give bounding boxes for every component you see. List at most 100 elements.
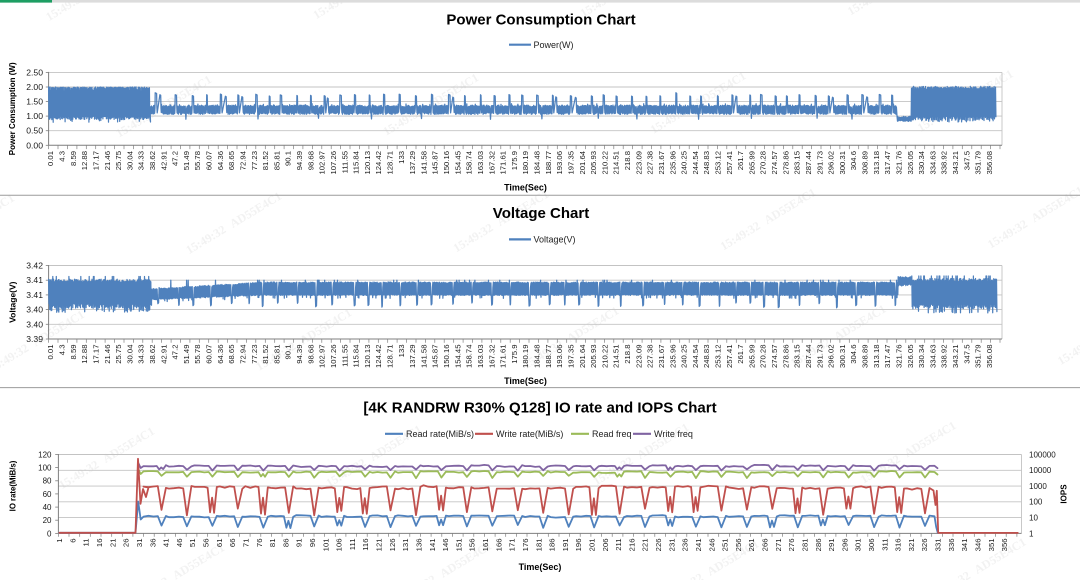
svg-text:167.32: 167.32 [487,345,496,369]
svg-text:193.06: 193.06 [555,345,564,369]
svg-text:61: 61 [215,539,224,548]
svg-text:326.05: 326.05 [906,345,915,369]
svg-text:107.26: 107.26 [329,151,338,175]
svg-text:Power Consumption Chart: Power Consumption Chart [446,12,635,29]
svg-text:261.7: 261.7 [736,151,745,170]
svg-text:180.19: 180.19 [521,151,530,175]
svg-text:326: 326 [920,539,929,552]
svg-text:248.83: 248.83 [702,345,711,369]
svg-text:151: 151 [454,539,463,552]
svg-text:10: 10 [1029,514,1038,523]
svg-text:248.83: 248.83 [702,151,711,175]
svg-text:137.29: 137.29 [408,345,417,369]
svg-text:261: 261 [747,539,756,552]
svg-text:102.97: 102.97 [318,345,327,369]
svg-text:124.42: 124.42 [374,345,383,369]
svg-text:Power Consumption (W): Power Consumption (W) [8,62,17,155]
svg-text:296.02: 296.02 [827,151,836,175]
svg-text:96: 96 [308,539,317,548]
svg-text:100000: 100000 [1029,450,1056,459]
svg-text:Read rate(MiB/s): Read rate(MiB/s) [406,429,474,439]
svg-text:336: 336 [947,539,956,552]
svg-text:17.17: 17.17 [91,345,100,364]
svg-text:90.1: 90.1 [284,345,293,360]
svg-text:3.40: 3.40 [26,319,43,329]
svg-text:214.51: 214.51 [612,345,621,369]
svg-text:12.88: 12.88 [80,345,89,364]
svg-text:8.59: 8.59 [69,151,78,166]
svg-text:150.16: 150.16 [442,345,451,369]
svg-text:205.93: 205.93 [589,151,598,175]
svg-text:145.87: 145.87 [431,345,440,369]
svg-text:166: 166 [494,539,503,552]
svg-text:317.47: 317.47 [883,345,892,369]
svg-text:150.16: 150.16 [442,151,451,175]
svg-text:231: 231 [667,539,676,552]
svg-text:343.21: 343.21 [951,151,960,175]
svg-text:41: 41 [162,539,171,548]
svg-text:356: 356 [1000,539,1009,552]
svg-text:235.96: 235.96 [668,345,677,369]
svg-text:136: 136 [415,539,424,552]
svg-text:171.61: 171.61 [499,344,508,368]
svg-text:100: 100 [1029,498,1043,507]
svg-text:227.38: 227.38 [646,151,655,175]
svg-text:180.19: 180.19 [521,345,530,369]
svg-text:76: 76 [255,539,264,548]
svg-text:Voltage(V): Voltage(V) [534,235,576,245]
svg-text:137.29: 137.29 [408,151,417,175]
svg-text:343.21: 343.21 [951,345,960,369]
svg-text:300.31: 300.31 [838,345,847,369]
svg-text:313.18: 313.18 [872,151,881,175]
svg-text:261.7: 261.7 [736,345,745,364]
svg-text:270.28: 270.28 [759,151,768,175]
svg-text:201: 201 [588,539,597,552]
svg-text:304.6: 304.6 [849,345,858,364]
svg-text:16: 16 [95,539,104,548]
svg-text:338.92: 338.92 [940,345,949,369]
svg-text:216: 216 [627,539,636,552]
svg-text:257.41: 257.41 [725,151,734,175]
svg-text:111.55: 111.55 [340,345,349,367]
svg-text:8.59: 8.59 [69,345,78,360]
svg-text:1000: 1000 [1029,482,1047,491]
svg-text:146: 146 [441,539,450,552]
svg-text:98.68: 98.68 [306,345,315,364]
svg-text:276: 276 [787,539,796,552]
svg-text:Power(W): Power(W) [534,40,574,50]
svg-text:0.00: 0.00 [26,140,43,150]
svg-text:206: 206 [601,539,610,552]
svg-text:274.57: 274.57 [770,151,779,175]
svg-text:34.33: 34.33 [137,151,146,170]
svg-text:231.67: 231.67 [657,151,666,175]
svg-text:86: 86 [281,539,290,548]
svg-text:133: 133 [397,151,406,164]
svg-text:56: 56 [202,539,211,548]
svg-text:121: 121 [375,539,384,552]
svg-text:193.06: 193.06 [555,151,564,175]
svg-text:90.1: 90.1 [284,151,293,166]
svg-text:38.62: 38.62 [148,345,157,364]
svg-text:141.58: 141.58 [419,151,428,175]
svg-text:66: 66 [228,539,237,548]
svg-text:347.5: 347.5 [962,345,971,364]
svg-text:106: 106 [335,539,344,552]
svg-text:321: 321 [907,539,916,552]
svg-text:46: 46 [175,539,184,548]
svg-text:51.49: 51.49 [182,345,191,364]
svg-text:0.50: 0.50 [26,126,43,136]
svg-text:107.26: 107.26 [329,345,338,369]
svg-text:341: 341 [960,539,969,552]
svg-text:188.77: 188.77 [544,345,553,369]
svg-text:291: 291 [827,539,836,552]
svg-text:347.5: 347.5 [962,151,971,170]
svg-text:287.44: 287.44 [804,150,813,174]
svg-text:244.54: 244.54 [691,150,700,174]
svg-text:120.13: 120.13 [363,151,372,175]
svg-text:Time(Sec): Time(Sec) [519,562,562,572]
svg-text:55.78: 55.78 [193,151,202,170]
svg-text:176: 176 [521,539,530,552]
svg-text:2.00: 2.00 [26,82,43,92]
svg-text:296: 296 [840,539,849,552]
svg-text:184.48: 184.48 [533,151,542,175]
